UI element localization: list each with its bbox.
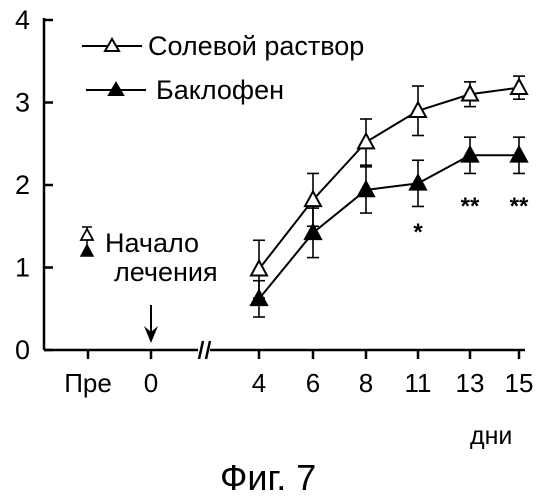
y-ticks: 0 1 2 3 4 bbox=[15, 5, 53, 365]
series-layer: ***** bbox=[251, 76, 529, 317]
data-point-baclofen bbox=[410, 175, 426, 190]
x-tick-label: 4 bbox=[252, 368, 266, 398]
y-tick-label: 3 bbox=[15, 88, 30, 118]
y-tick-label: 0 bbox=[15, 335, 30, 365]
x-tick-label: 15 bbox=[505, 368, 534, 398]
data-point-baclofen bbox=[462, 147, 478, 162]
y-tick-label: 1 bbox=[15, 253, 30, 283]
series-line-baclofen bbox=[259, 155, 519, 299]
x-tick-label: 0 bbox=[144, 368, 158, 398]
x-axis-unit-label: дни bbox=[470, 422, 512, 450]
x-tick-label: 11 bbox=[405, 368, 432, 398]
legend: Солевой раствор Баклофен bbox=[82, 31, 364, 105]
x-tick-label: 6 bbox=[306, 368, 320, 398]
y-tick-label: 4 bbox=[15, 5, 30, 35]
axis-break-mark bbox=[206, 341, 210, 359]
x-tick-label: 8 bbox=[359, 368, 373, 398]
annotation-open-triangle-icon bbox=[81, 229, 93, 240]
significance-marker: ** bbox=[461, 193, 480, 220]
x-tick-label: 13 bbox=[456, 368, 485, 398]
annotation-line1: Начало bbox=[105, 228, 199, 258]
annotation-filled-triangle-icon bbox=[81, 245, 93, 256]
data-point-saline bbox=[358, 134, 374, 149]
legend-label-baclofen: Баклофен bbox=[156, 75, 284, 105]
significance-marker: ** bbox=[510, 193, 529, 220]
data-point-saline bbox=[511, 79, 527, 94]
legend-label-saline: Солевой раствор bbox=[148, 31, 364, 61]
treatment-start-annotation: Начало лечения bbox=[81, 227, 218, 343]
x-ticks: Пре 0 4 6 8 11 13 15 bbox=[64, 350, 533, 398]
y-tick-label: 2 bbox=[15, 170, 30, 200]
annotation-line2: лечения bbox=[114, 257, 218, 287]
axes bbox=[44, 18, 525, 359]
series-line-saline bbox=[259, 88, 519, 270]
axis-break-mark bbox=[199, 341, 203, 359]
significance-marker: * bbox=[413, 219, 423, 246]
data-point-baclofen bbox=[511, 147, 527, 162]
figure-caption: Фиг. 7 bbox=[220, 457, 316, 498]
x-tick-label: Пре bbox=[64, 368, 112, 398]
